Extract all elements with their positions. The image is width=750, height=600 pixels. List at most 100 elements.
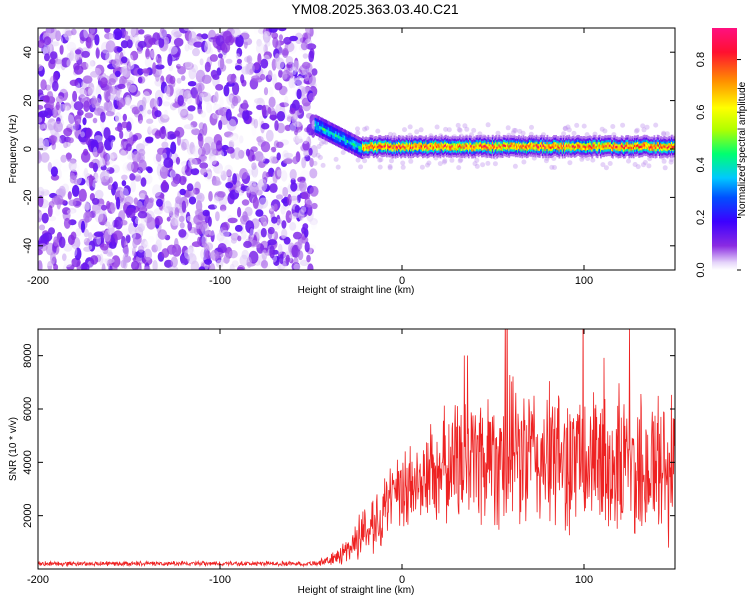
spectrogram-cell (580, 154, 583, 157)
spectrogram-cell (512, 149, 515, 152)
spectrogram-cell (589, 140, 591, 143)
spectrogram-cell (613, 142, 615, 145)
spectrogram-cell (251, 29, 258, 37)
spectrogram-cell (633, 149, 636, 152)
spectrogram-cell (346, 145, 349, 149)
spectrogram-cell (510, 139, 513, 143)
spectrogram-cell (146, 118, 154, 124)
spectrogram-cell (558, 151, 561, 154)
spectrogram-cell (387, 135, 389, 138)
spectrogram-cell (399, 135, 401, 139)
spectrogram-cell (368, 139, 371, 142)
spectrogram-cell (454, 140, 457, 144)
spectrogram-cell (653, 142, 656, 145)
spectrogram-cell (631, 136, 634, 139)
spectrogram-cell (633, 140, 636, 143)
spectrogram-cell (527, 142, 530, 146)
spectrogram-cell (387, 151, 389, 154)
spectrogram-cell (284, 95, 289, 108)
spectrogram-cell (132, 246, 136, 257)
spectrogram-cell (337, 138, 341, 142)
spectrogram-cell (609, 137, 612, 140)
spectrogram-cell (509, 142, 512, 145)
spectrogram-cell (304, 73, 310, 82)
spectrogram-cell (655, 141, 658, 145)
spectrogram-cell (127, 162, 134, 171)
spectrogram-cell (202, 142, 211, 156)
spectrogram-cell (554, 149, 556, 152)
spectrogram-cell (205, 168, 213, 180)
spectrogram-cell (449, 157, 455, 163)
spectrogram-cell (256, 38, 262, 47)
spectrogram-cell (567, 154, 570, 158)
spectrogram-cell (583, 149, 586, 153)
spectrogram-cell (613, 137, 615, 141)
spectrogram-cell (374, 138, 376, 142)
spectrogram-cell (443, 126, 449, 132)
spectrogram-cell (219, 199, 225, 207)
spectrogram-cell (188, 158, 198, 170)
spectrogram-cell (296, 88, 302, 100)
spectrogram-cell (374, 154, 376, 158)
spectrogram-cell (510, 149, 513, 152)
spectrogram-cell (506, 147, 508, 151)
spectrogram-cell (132, 238, 138, 249)
spectrogram-cell (604, 139, 607, 143)
spectrogram-cell (615, 143, 618, 146)
spectrogram-cell (580, 145, 583, 148)
spectrogram-cell (165, 93, 171, 101)
spectrogram-cell (93, 97, 102, 107)
spectrogram-cell (355, 152, 358, 157)
spectrogram-cell (425, 144, 428, 147)
spectrogram-cell (446, 150, 448, 153)
spectrogram-cell (389, 152, 392, 156)
spectrogram-cell (620, 142, 623, 145)
spectrogram-cell (517, 145, 519, 149)
spectrogram-cell (407, 137, 410, 140)
spectrogram-cell (356, 144, 360, 149)
spectrogram-cell (554, 137, 556, 140)
spectrogram-cell (379, 144, 382, 147)
spectrogram-cell (562, 151, 565, 154)
spectrogram-cell (475, 151, 478, 154)
spectrogram-cell (375, 147, 377, 150)
spectrogram-cell (232, 173, 238, 185)
spectrogram-cell (496, 144, 499, 147)
spectrogram-cell (475, 142, 478, 145)
spectrogram-cell (458, 141, 460, 144)
spectrogram-cell (50, 251, 56, 265)
spectrogram-cell (446, 152, 448, 155)
spectrogram-cell (582, 138, 585, 141)
spectrogram-cell (476, 146, 479, 149)
spectrogram-cell (208, 191, 213, 202)
spectrogram-cell (188, 245, 194, 254)
spectrogram-cell (645, 148, 648, 152)
spectrogram-cell (205, 250, 211, 259)
spectrogram-cell (643, 141, 646, 145)
spectrogram-cell (352, 139, 355, 143)
spectrogram-cell (500, 138, 503, 142)
spectrogram-cell (332, 135, 335, 139)
spectrogram-cell (647, 145, 649, 148)
spectrogram-cell (503, 151, 506, 154)
spectrogram-cell (625, 135, 627, 138)
spectrogram-cell (639, 138, 642, 142)
spectrogram-cell (367, 151, 370, 154)
spectrogram-cell (426, 151, 429, 154)
spectrogram-cell (562, 153, 565, 157)
spectrogram-cell (399, 138, 401, 141)
spectrogram-cell (431, 154, 434, 157)
spectrogram-cell (664, 145, 667, 149)
spectrogram-cell (309, 157, 314, 168)
spectrogram-cell (461, 137, 464, 140)
spectrogram-cell (637, 139, 639, 142)
spectrogram-cell (502, 153, 505, 156)
spectrogram-cell (519, 141, 521, 144)
spectrogram-cell (426, 160, 432, 166)
spectrogram-cell (485, 136, 488, 139)
spectrogram-cell (620, 144, 623, 148)
spectrogram-cell (577, 144, 579, 147)
spectrogram-cell (150, 48, 155, 61)
spectrogram-cell (668, 145, 671, 148)
spectrogram-cell (391, 142, 394, 145)
